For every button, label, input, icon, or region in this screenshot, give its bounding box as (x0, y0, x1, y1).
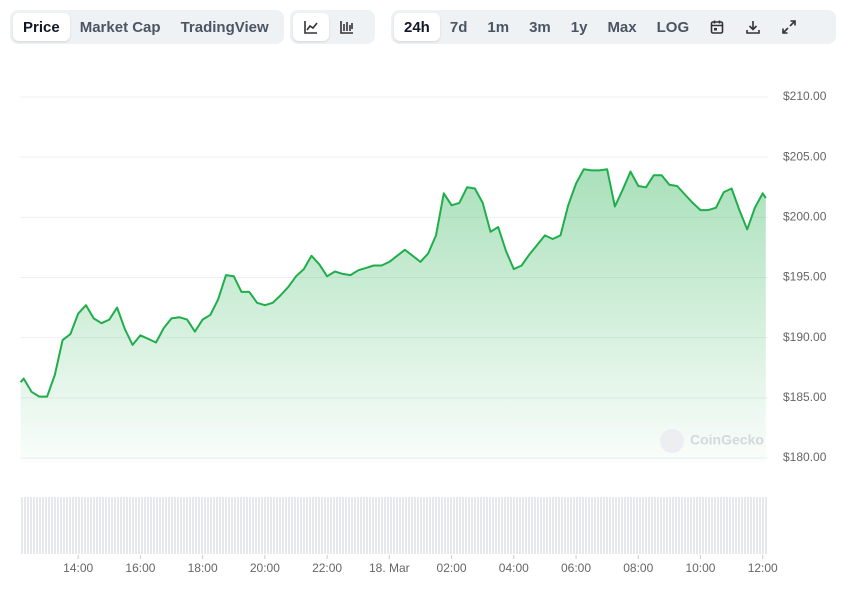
expand-icon (782, 20, 796, 34)
candle-icon (340, 21, 353, 34)
view-tabs: Price Market Cap TradingView (10, 10, 284, 44)
calendar-button[interactable] (699, 13, 735, 41)
range-button[interactable]: 24h (394, 13, 440, 41)
x-tick-label: 06:00 (561, 561, 591, 575)
y-tick-label: $205.00 (783, 149, 827, 163)
tab-button[interactable]: Price (13, 13, 70, 41)
y-tick-label: $185.00 (783, 390, 827, 404)
expand-button[interactable] (771, 13, 807, 41)
log-button[interactable]: LOG (656, 18, 690, 36)
y-tick-label: $210.00 (783, 89, 827, 103)
watermark: CoinGecko (660, 429, 764, 453)
chart-style-tabs (290, 10, 375, 44)
x-tick-label: 10:00 (685, 561, 715, 575)
x-tick-label: 04:00 (499, 561, 529, 575)
x-tick-label: 14:00 (63, 561, 93, 575)
x-tick-label: 20:00 (250, 561, 280, 575)
x-tick-label: 12:00 (748, 561, 778, 575)
area-fill (20, 169, 766, 463)
range-button[interactable]: 7d (449, 18, 468, 36)
watermark-text: CoinGecko (690, 432, 764, 448)
x-tick-label: 18:00 (188, 561, 218, 575)
x-tick-label: 08:00 (623, 561, 653, 575)
y-tick-label: $190.00 (783, 330, 827, 344)
y-tick-label: $200.00 (783, 210, 827, 224)
range-button[interactable]: 3m (529, 18, 551, 36)
tab-button[interactable]: TradingView (180, 18, 269, 36)
y-tick-label: $195.00 (783, 270, 827, 284)
range-button[interactable]: 1m (487, 18, 510, 36)
x-tick-label: 22:00 (312, 561, 342, 575)
download-icon (746, 21, 760, 34)
x-tick-label: 18. Mar (369, 561, 410, 575)
line-icon (304, 21, 318, 34)
range-button[interactable]: Max (607, 18, 637, 36)
download-button[interactable] (735, 13, 771, 41)
calendar-icon (710, 20, 724, 34)
price-line (19, 168, 767, 398)
candle-chart-button[interactable] (329, 13, 365, 41)
line-chart-button[interactable] (293, 13, 329, 41)
x-tick-label: 02:00 (437, 561, 467, 575)
volume-band (20, 497, 768, 554)
x-tick-label: 16:00 (125, 561, 155, 575)
tab-button[interactable]: Market Cap (79, 18, 161, 36)
y-tick-label: $180.00 (783, 450, 827, 464)
range-button[interactable]: 1y (570, 18, 588, 36)
range-tabs: 24h 7d 1m 3m 1y Max LOG (391, 10, 836, 44)
